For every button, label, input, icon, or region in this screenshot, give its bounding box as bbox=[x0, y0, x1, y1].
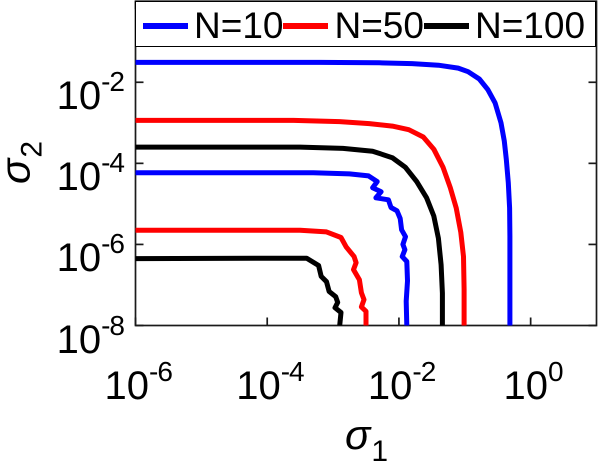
curve-n-10-outer bbox=[135, 59, 513, 326]
sigma-symbol: σ bbox=[0, 159, 39, 184]
y-axis-label: σ2 bbox=[0, 141, 49, 184]
tick-exponent: -2 bbox=[412, 356, 436, 387]
tick-base: 10 bbox=[56, 74, 102, 119]
tick-base: 10 bbox=[56, 155, 102, 200]
tick-exponent: -4 bbox=[101, 147, 125, 179]
curve-n-100-inner bbox=[135, 255, 344, 326]
ytick-label: 10-8 bbox=[0, 306, 125, 362]
tick-exponent: -4 bbox=[280, 356, 305, 387]
tick-base: 10 bbox=[56, 236, 102, 281]
legend-item-n-10: N=10 bbox=[143, 7, 283, 44]
ytick-label: 10-4 bbox=[0, 143, 125, 200]
tick-base: 10 bbox=[104, 364, 149, 408]
curve-n-50-outer bbox=[135, 117, 467, 326]
sigma-symbol: σ bbox=[344, 411, 371, 458]
legend-label: N=10 bbox=[194, 5, 284, 46]
tick-base: 10 bbox=[367, 364, 413, 408]
legend-line-swatch bbox=[283, 22, 329, 29]
tick-exponent: -6 bbox=[101, 228, 125, 260]
tick-exponent: -2 bbox=[101, 66, 125, 98]
legend: N=10 N=50 N=100 bbox=[135, 1, 596, 47]
tick-exponent: 0 bbox=[547, 356, 564, 387]
curve-n-10-inner bbox=[135, 170, 410, 326]
legend-line-swatch bbox=[423, 22, 469, 29]
tick-base: 10 bbox=[236, 364, 281, 408]
xtick-label: 100 bbox=[503, 352, 564, 408]
tick-exponent: -8 bbox=[101, 309, 125, 341]
legend-label: N=100 bbox=[474, 5, 586, 46]
legend-label: N=50 bbox=[334, 5, 424, 46]
axes-box bbox=[134, 0, 598, 327]
x-axis-label: σ1 bbox=[344, 411, 388, 466]
x-axis-subscript: 1 bbox=[371, 435, 389, 466]
legend-item-n-100: N=100 bbox=[423, 5, 586, 46]
ytick-label: 10-2 bbox=[0, 62, 125, 119]
curve-n-50-inner bbox=[135, 227, 369, 326]
y-axis-subscript: 2 bbox=[15, 140, 49, 158]
xtick-label: 10-4 bbox=[236, 352, 305, 408]
tick-exponent: -6 bbox=[148, 356, 173, 387]
legend-line-swatch bbox=[143, 22, 188, 29]
ytick-label: 10-6 bbox=[0, 224, 125, 281]
tick-base: 10 bbox=[56, 317, 102, 362]
xtick-label: 10-6 bbox=[104, 352, 173, 408]
xtick-label: 10-2 bbox=[367, 352, 436, 408]
curve-n-100-outer bbox=[135, 144, 445, 326]
tick-base: 10 bbox=[503, 364, 548, 408]
legend-item-n-50: N=50 bbox=[283, 5, 424, 46]
